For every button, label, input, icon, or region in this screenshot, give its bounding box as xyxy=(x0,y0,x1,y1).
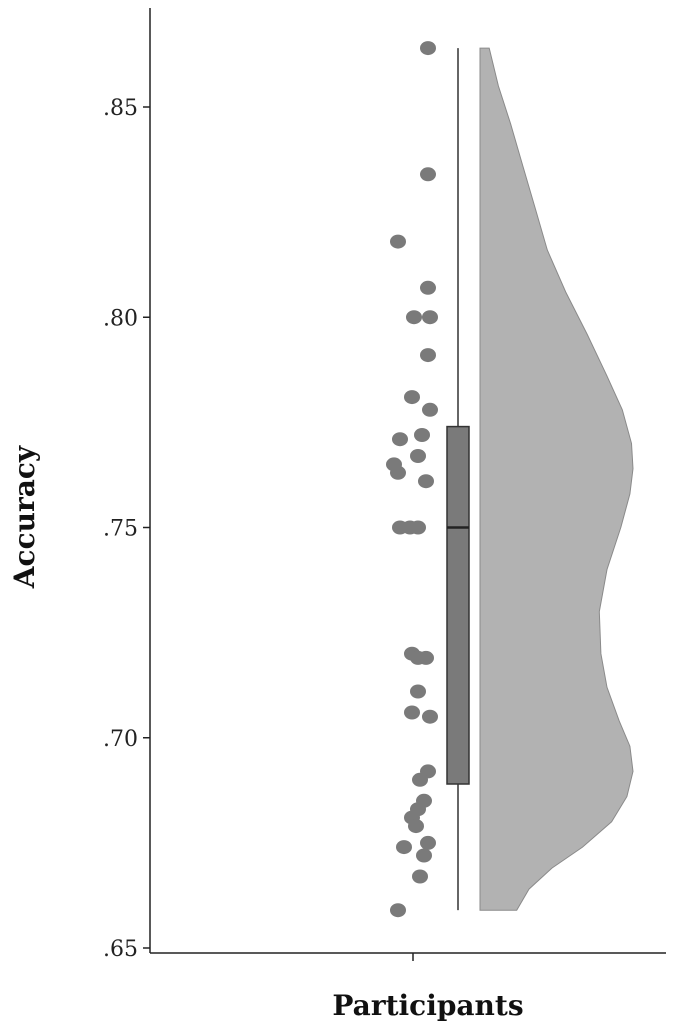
data-point xyxy=(390,465,406,480)
y-tick-label: .85 xyxy=(103,96,138,121)
y-tick-label: .80 xyxy=(103,306,138,331)
data-point xyxy=(422,310,438,325)
axes xyxy=(149,8,666,961)
data-point xyxy=(392,432,408,447)
box-layer xyxy=(446,48,470,911)
data-point xyxy=(414,428,430,442)
violin-half xyxy=(479,47,634,911)
data-point xyxy=(410,449,426,463)
data-point xyxy=(418,650,434,665)
data-point xyxy=(422,402,438,417)
data-point xyxy=(406,310,422,325)
data-point xyxy=(404,390,420,405)
data-point xyxy=(420,41,436,56)
data-point xyxy=(422,709,438,724)
data-point xyxy=(410,684,426,699)
data-point xyxy=(412,772,428,787)
y-tick-label: .70 xyxy=(103,727,138,752)
data-point xyxy=(420,280,436,295)
y-tick-label: .75 xyxy=(103,517,138,542)
data-point xyxy=(410,520,426,535)
data-point xyxy=(420,835,436,850)
violin-layer xyxy=(479,47,634,911)
data-point xyxy=(404,705,420,720)
data-point xyxy=(408,819,424,834)
data-point xyxy=(416,848,432,863)
data-point xyxy=(420,348,436,363)
data-point xyxy=(390,234,406,249)
y-axis-title: Accuracy xyxy=(8,445,41,589)
y-tick-label: .65 xyxy=(103,937,138,962)
data-point xyxy=(396,840,412,855)
points-layer xyxy=(386,41,438,918)
x-axis-title: Participants xyxy=(332,989,523,1022)
data-point xyxy=(412,869,428,884)
data-point xyxy=(418,474,434,489)
box-iqr xyxy=(446,425,470,785)
y-ticks: .65 .70 .75 .80 .85 xyxy=(103,96,150,962)
data-point xyxy=(420,167,436,182)
data-point xyxy=(390,903,406,918)
